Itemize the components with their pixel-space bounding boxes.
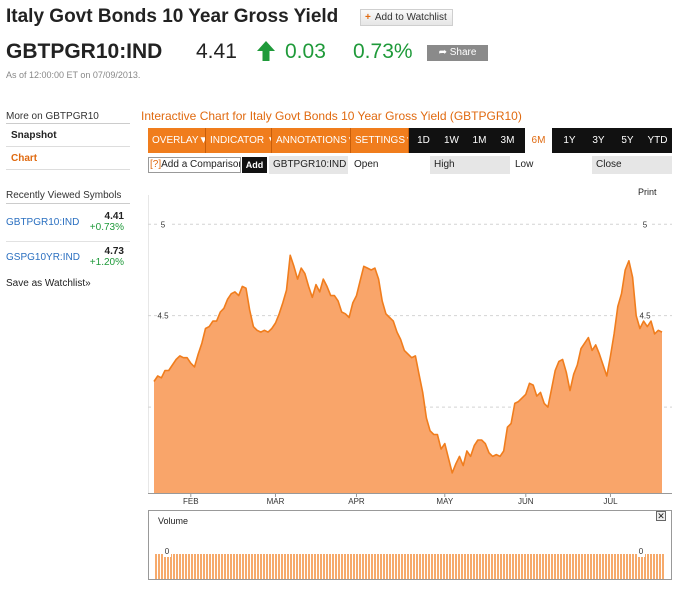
price-line	[153, 254, 663, 474]
share-icon: ➦	[438, 47, 450, 58]
ohlc-low: Low	[511, 156, 591, 174]
plus-icon: +	[365, 12, 371, 23]
x-tick-label: JUL	[603, 497, 618, 506]
comparison-row: [?]Add a Comparison Add GBTPGR10:IND Ope…	[148, 155, 672, 175]
recent-symbol-row: GBTPGR10:IND 4.41 +0.73%	[6, 211, 124, 241]
ohlc-open: Open	[350, 156, 428, 174]
add-to-watchlist-label: Add to Watchlist	[374, 12, 447, 23]
recent-symbol-link[interactable]: GSPG10YR:IND	[6, 252, 80, 263]
y-tick-label-right: 5	[643, 220, 648, 229]
x-tick-label: FEB	[183, 497, 199, 506]
as-of-timestamp: As of 12:00:00 ET on 07/09/2013.	[6, 70, 141, 80]
range-3y[interactable]: 3Y	[592, 135, 605, 146]
ohlc-symbol: GBTPGR10:IND	[269, 156, 348, 174]
x-tick-label: JUN	[518, 497, 534, 506]
recent-symbol-link[interactable]: GBTPGR10:IND	[6, 217, 80, 228]
ticker-symbol: GBTPGR10:IND	[6, 40, 163, 63]
add-to-watchlist-button[interactable]: + Add to Watchlist	[360, 9, 453, 26]
recent-symbol-change: +0.73%	[89, 222, 124, 233]
y-tick-label-bg	[639, 309, 651, 322]
volume-label: Volume	[158, 516, 189, 526]
save-as-watchlist-link[interactable]: Save as Watchlist»	[6, 278, 91, 289]
x-tick-label: MAY	[436, 497, 453, 506]
volume-tick-bg	[163, 546, 171, 557]
recently-viewed-heading: Recently Viewed Symbols	[6, 190, 122, 201]
help-icon[interactable]: [?]	[150, 159, 162, 170]
recent-symbol-row: GSPG10YR:IND 4.73 +1.20%	[6, 246, 124, 276]
price-area	[154, 255, 662, 493]
x-tick-label: APR	[348, 497, 365, 506]
print-button[interactable]: Print	[638, 187, 657, 197]
volume-tick-bg	[637, 546, 645, 557]
volume-tick-label-right: 0	[639, 547, 644, 556]
up-arrow-icon	[257, 41, 275, 61]
y-tick-label-right: 4.5	[639, 312, 651, 321]
y-tick-label-left: 4.5	[157, 312, 169, 321]
y-tick-label-bg	[639, 218, 651, 231]
range-1m[interactable]: 1M	[472, 135, 487, 146]
sidebar-more-on-heading: More on GBTPGR10	[6, 111, 99, 122]
page-title: Italy Govt Bonds 10 Year Gross Yield	[6, 6, 339, 27]
y-tick-label-bg	[157, 309, 169, 322]
add-comparison-placeholder: Add a Comparison	[161, 159, 241, 170]
divider	[6, 241, 130, 242]
settings-menu[interactable]: SETTINGS▼	[351, 128, 409, 153]
x-tick-label: MAR	[267, 497, 285, 506]
add-comparison-input[interactable]: [?]Add a Comparison	[148, 157, 241, 173]
range-3m[interactable]: 3M	[500, 135, 515, 146]
close-icon[interactable]: ✕	[656, 511, 666, 521]
range-ytd[interactable]: YTD	[647, 135, 668, 146]
divider	[6, 123, 130, 124]
y-tick-label-bg	[157, 218, 169, 231]
last-price: 4.41	[196, 40, 237, 63]
range-6m[interactable]: 6M	[525, 128, 552, 153]
annotations-menu[interactable]: ANNOTATIONS▼	[272, 128, 351, 153]
volume-tick-label-left: 0	[165, 547, 170, 556]
price-change: 0.03	[285, 40, 326, 63]
share-label: Share	[449, 47, 477, 58]
share-button[interactable]: ➦ Share	[427, 45, 488, 61]
recent-symbol-price: 4.73	[104, 246, 124, 257]
ohlc-close: Close	[592, 156, 672, 174]
indicator-menu[interactable]: INDICATOR ▼	[206, 128, 272, 153]
overlay-menu[interactable]: OVERLAY▼	[148, 128, 206, 153]
volume-frame	[148, 510, 672, 580]
sidebar-item-snapshot[interactable]: Snapshot	[6, 125, 130, 147]
divider	[6, 203, 130, 204]
recent-symbol-change: +1.20%	[89, 257, 124, 268]
chart-title: Interactive Chart for Italy Govt Bonds 1…	[141, 109, 522, 123]
price-change-percent: 0.73%	[353, 40, 413, 63]
y-tick-label-left: 5	[161, 220, 166, 229]
range-1y[interactable]: 1Y	[563, 135, 576, 146]
sidebar-item-chart[interactable]: Chart	[6, 148, 130, 170]
chart-toolbar: OVERLAY▼ INDICATOR ▼ ANNOTATIONS▼ SETTIN…	[148, 128, 672, 153]
range-1d[interactable]: 1D	[417, 135, 430, 146]
range-5y[interactable]: 5Y	[621, 135, 634, 146]
recent-symbol-price: 4.41	[104, 211, 124, 222]
range-1w[interactable]: 1W	[444, 135, 459, 146]
ohlc-high: High	[430, 156, 510, 174]
add-comparison-button[interactable]: Add	[242, 157, 267, 173]
